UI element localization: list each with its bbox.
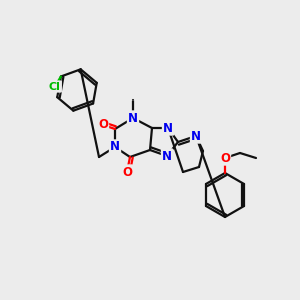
Text: O: O [220,152,230,164]
Text: N: N [163,122,173,134]
Text: N: N [110,140,120,154]
Text: O: O [122,166,132,178]
Text: methyl: methyl [130,99,135,101]
Text: O: O [98,118,108,131]
Text: N: N [191,130,201,142]
Text: Cl: Cl [49,82,61,92]
Text: N: N [162,149,172,163]
Text: N: N [128,112,138,124]
